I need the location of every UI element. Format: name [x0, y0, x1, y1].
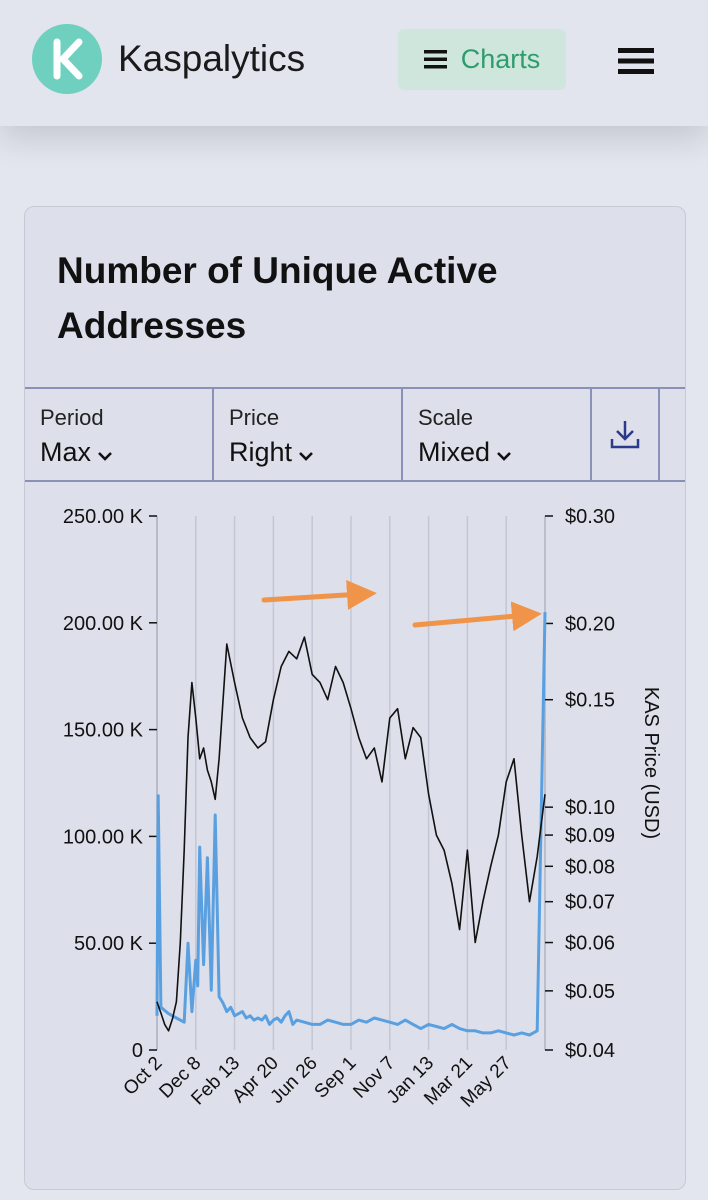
chart-card: Number of Unique Active Addresses Period…: [24, 206, 686, 1190]
chart-title: Number of Unique Active Addresses: [57, 250, 498, 346]
left-tick-label: 200.00 K: [63, 613, 144, 635]
right-tick-label: $0.15: [565, 690, 615, 712]
annotation-arrow-1: [261, 579, 377, 610]
annotation-arrow-2: [412, 601, 542, 632]
left-tick-label: 100.00 K: [63, 826, 144, 848]
chart-controls-bar: Period Max Price Right Scale Mixed: [25, 387, 685, 482]
right-tick-label: $0.04: [565, 1040, 615, 1062]
brand-name[interactable]: Kaspalytics: [118, 38, 306, 79]
active-addresses-line: [155, 612, 547, 1037]
kaspalytics-logo-icon[interactable]: [32, 24, 102, 94]
right-tick-label: $0.06: [565, 933, 615, 955]
price-selector[interactable]: Price Right: [214, 389, 401, 480]
chevron-down-icon: [98, 452, 112, 462]
scale-label: Scale: [418, 405, 474, 430]
download-button[interactable]: [590, 389, 658, 480]
chevron-down-icon: [497, 452, 511, 462]
period-label: Period: [40, 405, 104, 430]
price-label: Price: [229, 405, 280, 430]
period-value: Max: [40, 437, 92, 467]
charts-button-label: Charts: [460, 44, 541, 74]
period-selector[interactable]: Period Max: [25, 389, 212, 480]
scale-selector[interactable]: Scale Mixed: [403, 389, 590, 480]
right-axis-title: KAS Price (USD): [640, 687, 662, 839]
right-tick-label: $0.07: [565, 892, 615, 914]
right-tick-label: $0.20: [565, 613, 615, 635]
right-tick-label: $0.10: [565, 797, 615, 819]
right-tick-label: $0.05: [565, 981, 615, 1003]
scale-value: Mixed: [418, 437, 491, 467]
left-tick-label: 250.00 K: [63, 506, 144, 528]
kas-price-line: [156, 636, 546, 1032]
charts-menu-button[interactable]: Charts: [398, 29, 566, 90]
list-icon: [423, 50, 447, 69]
price-value: Right: [229, 437, 293, 467]
right-tick-label: $0.30: [565, 506, 615, 528]
hamburger-menu-icon[interactable]: [618, 48, 654, 74]
right-tick-label: $0.08: [565, 856, 615, 878]
top-navbar: Kaspalytics Charts: [0, 0, 708, 126]
left-tick-label: 150.00 K: [63, 720, 144, 742]
right-tick-label: $0.09: [565, 825, 615, 847]
x-tick-label: Sep 1: [311, 1053, 361, 1103]
chevron-down-icon: [299, 452, 313, 462]
annotation-arrows: [261, 579, 542, 632]
left-tick-label: 50.00 K: [74, 933, 144, 955]
download-icon: [610, 421, 640, 449]
left-tick-label: 0: [132, 1040, 143, 1062]
